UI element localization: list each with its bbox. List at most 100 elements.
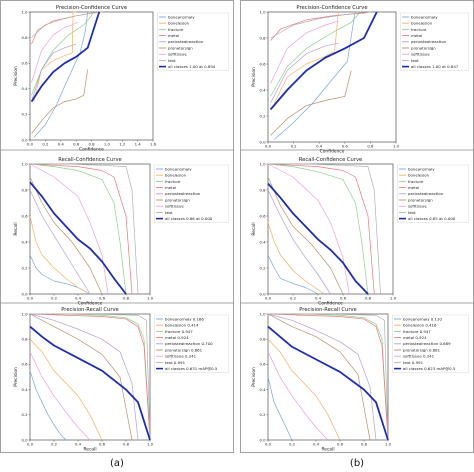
legend-entry: boneanomaly: [165, 166, 192, 171]
x-tick-label: 0.4: [315, 296, 322, 301]
legend-entry: metal 0.924: [165, 335, 189, 340]
series-line-metal: [267, 313, 389, 441]
series-line-boneanomaly: [274, 11, 356, 140]
panel-label-b: (b): [350, 458, 364, 469]
x-tick-label: 0.4: [75, 442, 82, 447]
x-tick-label: 0.0: [265, 296, 272, 301]
legend-entry: text 0.991: [165, 360, 186, 365]
x-tick-label: 1.0: [393, 144, 400, 149]
chart-panel-4: Recall-Confidence Curve 0.0 0.2 0.4 0.6 0.8 1.…: [251, 157, 469, 307]
x-axis-label: Recall: [83, 447, 96, 453]
legend-entry: text 0.991: [403, 360, 424, 365]
series-line-all-all: [29, 181, 127, 295]
legend-entry: boneanomaly: [168, 14, 195, 19]
legend-entry: fracture: [168, 27, 184, 32]
legend-entry: softtissue: [165, 204, 184, 209]
y-tick-label: 0.2: [260, 265, 267, 270]
series-line-all-all: [267, 325, 389, 441]
series-line-bonelesion: [274, 11, 339, 104]
plot-area: [267, 11, 397, 143]
legend-entry: pronatorsign: [411, 45, 436, 50]
chart-panel-1: Precision-Confidence Curve 0.0 0.2 0.4 0.6 0.…: [13, 5, 229, 153]
legend-entry: pronatorsign: [165, 197, 190, 202]
y-axis-label: Precision: [13, 367, 19, 387]
chart-panel-5: Precision-Recall Curve 0.0 0.2 0.4 0.6 0.8 1.0…: [13, 307, 229, 453]
legend-entry: periostealreaction 0.700: [165, 341, 213, 346]
plot-area: [29, 163, 151, 295]
y-tick-label: 0.0: [260, 139, 267, 144]
legend-entry: periostealreaction: [408, 191, 444, 196]
x-tick-label: 0.6: [342, 144, 349, 149]
series-line-periostealreaction: [31, 43, 77, 102]
series-line-fracture: [270, 11, 361, 97]
legend: [400, 12, 469, 71]
y-tick-label: 0.8: [260, 187, 267, 192]
legend-entry: metal: [408, 185, 419, 190]
legend-entry: fracture: [165, 179, 181, 184]
y-tick-label: 1.0: [22, 9, 29, 14]
series-line-text: [268, 313, 389, 441]
x-axis-label: Recall: [321, 447, 334, 453]
x-tick-label: 0.2: [290, 296, 297, 301]
series-line-softtissue: [29, 351, 91, 441]
y-tick-label: 1.0: [260, 311, 267, 316]
x-axis-label: Confidence: [320, 149, 345, 155]
x-tick-label: 1.6: [150, 142, 157, 147]
series-line-periostealreaction: [270, 42, 339, 104]
x-tick-label: 1.0: [385, 442, 392, 447]
legend-entry: periostealreaction: [411, 39, 447, 44]
series-line-text: [31, 11, 104, 38]
x-tick-label: 0.4: [58, 142, 65, 147]
x-tick-label: 0.8: [365, 296, 372, 301]
y-tick-label: 0.8: [260, 337, 267, 342]
y-tick-label: 0.2: [22, 112, 29, 117]
x-tick-label: 1.2: [119, 142, 126, 147]
series-line-periostealreaction: [267, 189, 331, 295]
legend-entry: periostealreaction: [165, 191, 201, 196]
x-tick-label: 0.2: [51, 442, 58, 447]
series-line-bonelesion: [267, 338, 341, 441]
series-line-text: [30, 313, 151, 441]
y-tick-label: 1.0: [22, 311, 29, 316]
legend-entry: periostealreaction: [168, 39, 204, 44]
y-tick-label: 0.8: [22, 337, 29, 342]
series-line-periostealreaction: [267, 313, 377, 441]
legend-entry: bonelesion 0.416: [403, 323, 437, 328]
y-tick-label: 0.0: [22, 291, 29, 296]
chart-panel-6: Precision-Recall Curve 0.0 0.2 0.4 0.6 0.8 1.0…: [251, 307, 469, 453]
y-axis-label: Precision: [251, 67, 257, 87]
y-tick-label: 0.6: [260, 362, 267, 367]
legend-entry: fracture 0.947: [165, 329, 193, 334]
column-a-frame: [0, 0, 234, 453]
y-tick-label: 0.2: [22, 265, 29, 270]
legend: [157, 12, 229, 71]
series-line-bonelesion: [267, 222, 325, 295]
y-tick-label: 0.8: [22, 187, 29, 192]
y-tick-label: 0.0: [22, 437, 29, 442]
legend-entry: boneanomaly 0.166: [165, 316, 204, 321]
y-tick-label: 0.4: [22, 239, 29, 244]
legend: [154, 164, 229, 223]
legend-entry: bonelesion: [411, 21, 433, 26]
y-tick-label: 1.0: [260, 161, 267, 166]
x-tick-label: 0.4: [313, 442, 320, 447]
series-line-softtissue: [267, 351, 329, 441]
x-tick-label: 0.8: [123, 296, 130, 301]
legend-entry: pronatorsign: [168, 45, 193, 50]
legend: [397, 164, 469, 223]
legend-entry: all classes 0.623 mAP@0.5: [403, 366, 456, 371]
y-tick-label: 0.4: [260, 87, 267, 92]
y-tick-label: 0.0: [260, 291, 267, 296]
legend-entry: pronatorsign: [408, 197, 433, 202]
legend-entry: all classes 1.00 at 0.847: [411, 64, 459, 69]
plot-area: [267, 313, 389, 441]
series-line-softtissue: [270, 20, 339, 84]
series-line-fracture: [267, 163, 369, 295]
x-axis-label: Confidence: [78, 301, 103, 307]
chart-title: Precision-Recall Curve: [299, 307, 356, 313]
legend-entry: softtissue 0.241: [165, 354, 197, 359]
chart-title: Precision-Recall Curve: [61, 307, 118, 313]
legend-entry: softtissue: [168, 52, 187, 57]
x-tick-label: 1.4: [135, 142, 142, 147]
y-tick-label: 0.4: [22, 86, 29, 91]
